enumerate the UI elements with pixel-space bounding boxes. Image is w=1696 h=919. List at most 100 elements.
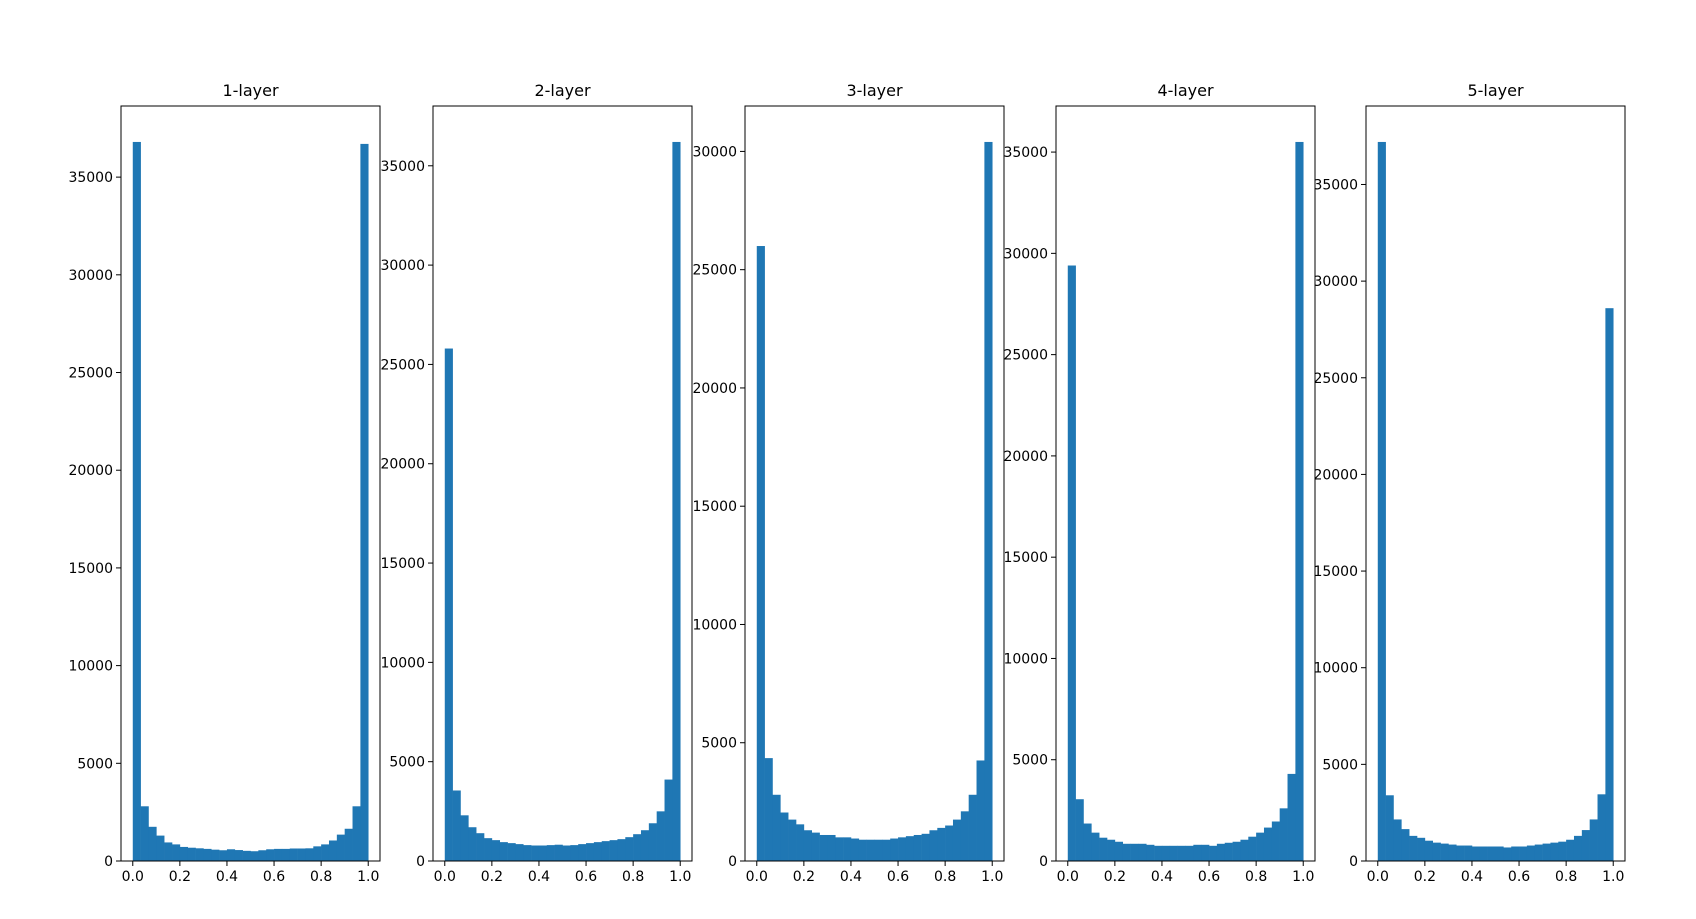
bar [452,790,461,861]
bar [554,844,563,861]
bar [1519,846,1528,861]
y-tick-label: 0 [416,854,425,870]
x-tick-label: 0.4 [528,869,550,885]
bar [1534,844,1543,861]
bar [1424,840,1434,861]
y-tick-label: 25000 [1313,371,1358,387]
bar [274,848,283,861]
bar [156,835,165,861]
bar [578,844,587,861]
x-tick-label: 0.0 [434,869,456,885]
y-tick-label: 15000 [380,556,425,572]
y-tick-label: 30000 [692,144,737,160]
bar [968,794,977,861]
y-tick-label: 5000 [701,736,737,752]
bar [890,838,899,861]
bar [1487,846,1496,861]
bar [203,848,212,861]
x-tick-label: 0.2 [1414,869,1436,885]
bar [281,848,291,861]
bar [484,838,493,861]
bar [772,794,781,861]
y-tick-label: 5000 [77,756,113,772]
bar [1161,845,1171,861]
bar [444,348,453,861]
bar [1083,823,1092,861]
y-tick-label: 5000 [389,755,425,771]
bar [1409,835,1418,861]
x-tick-label: 0.4 [840,869,862,885]
x-tick-label: 0.8 [1555,869,1577,885]
y-tick-label: 20000 [68,463,113,479]
bar [344,828,353,861]
bar [1177,845,1186,861]
bar [1075,799,1084,861]
x-tick-label: 1.0 [669,869,691,885]
axes-frame [744,105,1005,862]
axes-frame [1365,105,1626,862]
subplot-title: 4-layer [1157,81,1214,100]
y-tick-label: 35000 [68,170,113,186]
bar [1511,846,1520,861]
y-tick-label: 20000 [380,457,425,473]
bar [546,845,555,861]
bar [305,848,314,861]
bar [328,840,338,861]
bar [648,823,657,861]
bar [164,842,173,861]
bar [219,850,228,861]
y-tick-label: 20000 [1313,467,1358,483]
x-tick-label: 0.4 [216,869,238,885]
bar [803,830,813,861]
bar [1573,835,1583,861]
axes-frame [120,105,381,862]
bar [874,839,883,861]
bar [476,833,485,861]
y-tick-label: 0 [728,854,737,870]
x-tick-label: 0.6 [887,869,909,885]
bar [172,844,181,861]
bar [1558,841,1567,861]
bar [1256,832,1265,861]
y-tick-label: 15000 [1313,564,1358,580]
bar [352,806,361,861]
y-tick-label: 10000 [380,655,425,671]
bar [289,848,298,861]
y-tick-label: 30000 [380,258,425,274]
bar [1377,141,1386,861]
bar [179,846,189,861]
bar [625,837,634,861]
bar [1479,846,1488,861]
y-tick-label: 20000 [1003,449,1048,465]
x-tick-label: 0.2 [793,869,815,885]
bar [132,141,141,861]
bar [1169,845,1178,861]
bar [882,839,891,861]
subplot-title: 2-layer [534,81,591,100]
subplot-title: 3-layer [846,81,903,100]
bar [1279,808,1288,861]
bar [1067,265,1076,861]
bar [1201,844,1210,861]
x-tick-label: 0.4 [1151,869,1173,885]
x-tick-label: 0.6 [1198,869,1220,885]
bar [835,837,844,861]
bar [843,837,852,861]
bar [1099,837,1108,861]
x-tick-label: 0.8 [1245,869,1267,885]
subplot: 1-layer 0.0 0.2 0.4 0.6 0.8 1.0 0 5000 10000 15000… [68,81,381,885]
bar [960,811,969,861]
bar [756,246,765,861]
bar [1605,308,1614,861]
y-tick-label: 0 [104,854,113,870]
bar [266,849,275,861]
bar [898,837,907,861]
bar [945,825,954,861]
y-tick-label: 15000 [68,561,113,577]
bar [507,843,516,861]
bar [297,848,306,861]
subplot-title: 5-layer [1467,81,1524,100]
bar [1130,843,1139,861]
x-tick-label: 0.6 [263,869,285,885]
